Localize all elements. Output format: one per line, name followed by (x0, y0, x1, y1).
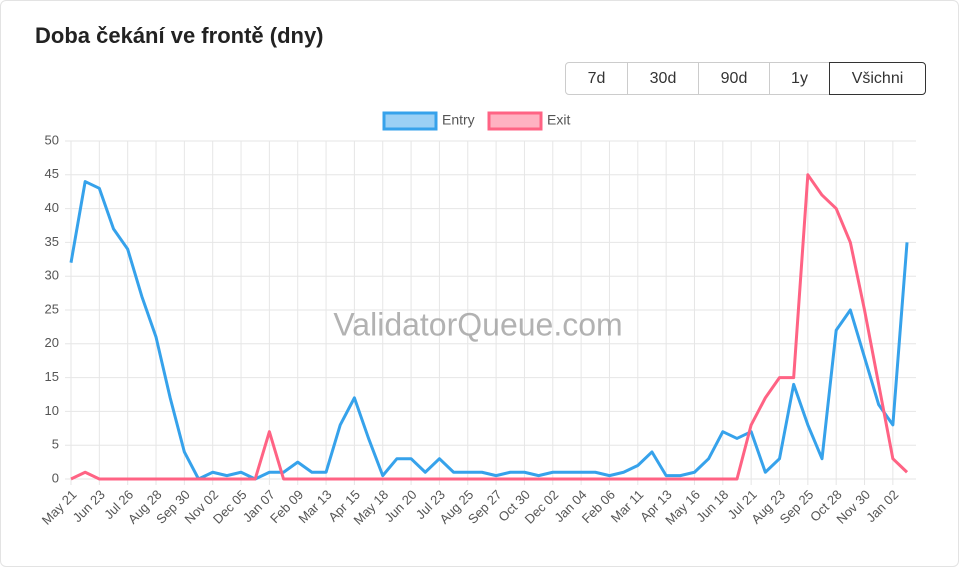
series-line (69, 180, 909, 481)
range-buttons: 7d 30d 90d 1y Všichni (565, 62, 926, 95)
page-title: Doba čekání ve frontě (dny) (35, 23, 324, 48)
x-tick-label: Jun 23 (70, 487, 108, 525)
legend-item[interactable]: Entry (382, 111, 475, 131)
series-line (70, 173, 909, 481)
y-tick-label: 50 (45, 132, 59, 147)
y-tick-label: 15 (45, 369, 59, 384)
legend-swatch (382, 111, 438, 131)
y-tick-label: 0 (52, 470, 59, 485)
legend-swatch (487, 111, 543, 131)
y-tick-label: 35 (45, 234, 59, 249)
y-tick-label: 25 (45, 301, 59, 316)
x-tick-label: Jun 20 (381, 487, 419, 525)
watermark: ValidatorQueue.com (333, 306, 622, 342)
x-tick-label: Mar 11 (608, 487, 647, 526)
x-tick-label: May 21 (39, 487, 80, 528)
legend-label: Entry (442, 112, 475, 128)
y-tick-label: 30 (45, 268, 59, 283)
range-button[interactable]: Všichni (829, 62, 926, 95)
x-tick-label: Jun 18 (693, 487, 731, 525)
y-tick-label: 20 (45, 335, 59, 350)
legend-label: Exit (547, 112, 570, 128)
y-tick-label: 45 (45, 166, 59, 181)
x-tick-label: Jan 02 (863, 487, 901, 525)
y-tick-label: 5 (52, 437, 59, 452)
y-tick-label: 40 (45, 200, 59, 215)
y-tick-label: 10 (45, 403, 59, 418)
legend-item[interactable]: Exit (487, 111, 570, 131)
